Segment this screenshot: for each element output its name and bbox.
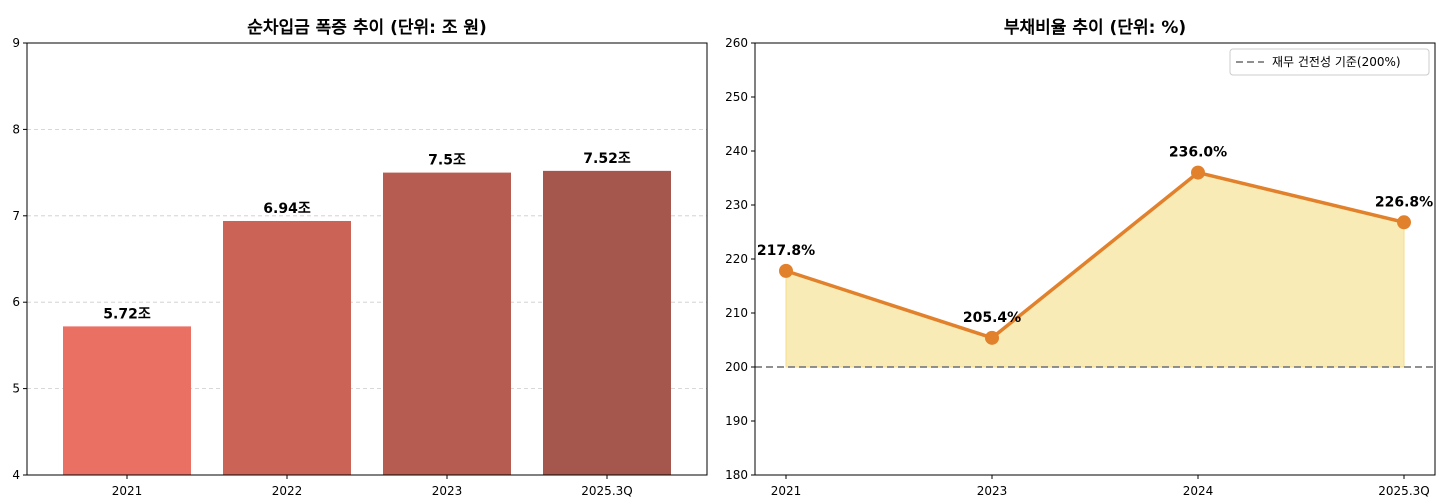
bar-chart-x-tick-label: 2023 [432, 484, 463, 498]
bar-chart-x-tick-label: 2021 [112, 484, 143, 498]
legend-box [1229, 48, 1430, 76]
line-chart-x-tick-label: 2024 [1183, 484, 1214, 498]
bar-chart-y-tick-label: 8 [12, 122, 20, 136]
point-data-label: 217.8% [757, 243, 815, 259]
line-chart-y-tick-label: 220 [725, 252, 748, 266]
line-chart-title: 부채비율 추이 (단위: %) [1004, 18, 1186, 38]
bar-chart-y-tick-label: 5 [12, 382, 20, 396]
bar-chart-y-tick-label: 6 [12, 295, 20, 309]
line-chart-y-tick-label: 230 [725, 198, 748, 212]
line-chart-x-tick-label: 2025.3Q [1378, 484, 1429, 498]
bar-chart-x-tick-label: 2022 [272, 484, 303, 498]
line-chart-y-tick-label: 250 [725, 90, 748, 104]
series-line [785, 170, 1405, 340]
bar-chart-title: 순차입금 폭증 추이 (단위: 조 원) [247, 18, 487, 38]
line-chart-y-tick-label: 240 [725, 144, 748, 158]
bar-chart-frame [26, 42, 708, 476]
data-point [985, 330, 999, 345]
bar-data-label: 6.94조 [263, 201, 311, 217]
line-chart-area-fill [785, 172, 1405, 368]
line-chart-x-tick-label: 2023 [977, 484, 1008, 498]
line-chart-x-tick-label: 2021 [771, 484, 802, 498]
bar-data-label: 5.72조 [103, 306, 151, 322]
bar-chart-y-tick-label: 9 [12, 36, 20, 50]
point-data-label: 236.0% [1169, 145, 1227, 161]
data-point [1397, 215, 1411, 230]
legend-label: 재무 건전성 기준(200%) [1272, 55, 1401, 69]
line-chart-y-tick-label: 200 [725, 360, 748, 374]
bar-chart-y-tick-label: 7 [12, 209, 20, 223]
data-point [779, 263, 793, 278]
line-chart-y-tick-label: 260 [725, 36, 748, 50]
line-chart-y-tick-label: 180 [725, 468, 748, 482]
bar-data-label: 7.52조 [583, 151, 631, 167]
bar-chart: 순차입금 폭증 추이 (단위: 조 원) 4 5 6 7 8 9 5.72조 2021 6.94조… [12, 18, 708, 498]
point-data-label: 226.8% [1375, 194, 1433, 210]
line-chart-y-tick-label: 210 [725, 306, 748, 320]
line-chart-y-tick-label: 190 [725, 414, 748, 428]
bar [223, 220, 351, 475]
bar [543, 170, 671, 475]
point-data-label: 205.4% [963, 310, 1021, 326]
line-chart: 부채비율 추이 (단위: %) 180 190 200 210 220 230 240 250 2… [725, 18, 1436, 498]
bar [63, 326, 191, 475]
bar-data-label: 7.5조 [428, 153, 466, 169]
bar-chart-y-tick-label: 4 [12, 468, 20, 482]
bar [383, 172, 511, 475]
data-point [1191, 165, 1205, 180]
line-chart-frame [754, 42, 1436, 476]
bar-chart-x-tick-label: 2025.3Q [581, 484, 632, 498]
